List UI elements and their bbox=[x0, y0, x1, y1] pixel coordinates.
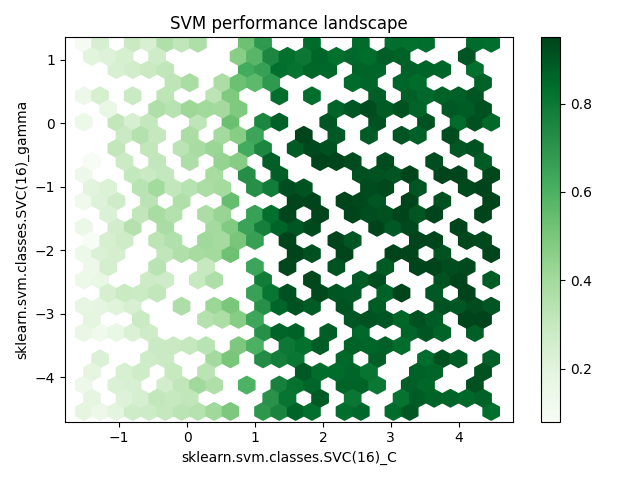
Y-axis label: sklearn.svm.classes.SVC(16)_gamma: sklearn.svm.classes.SVC(16)_gamma bbox=[15, 100, 29, 359]
Title: SVM performance landscape: SVM performance landscape bbox=[170, 15, 408, 33]
X-axis label: sklearn.svm.classes.SVC(16)_C: sklearn.svm.classes.SVC(16)_C bbox=[181, 451, 397, 465]
